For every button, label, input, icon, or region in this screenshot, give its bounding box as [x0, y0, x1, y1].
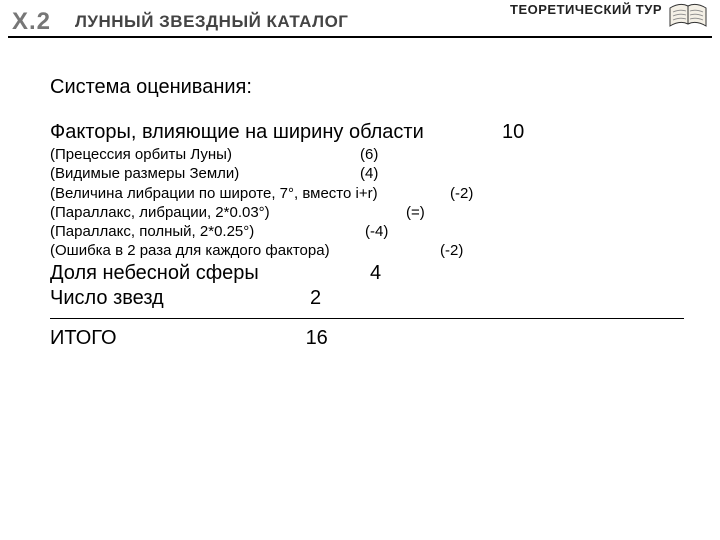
row-score: (6)	[360, 146, 378, 163]
row-score: (-4)	[365, 223, 388, 240]
row-label: Число звезд	[50, 287, 310, 310]
score-subrow: (Величина либрации по широте, 7°, вместо…	[50, 185, 684, 202]
total-label: ИТОГО	[50, 327, 300, 350]
score-subrow: (Параллакс, либрации, 2*0.03°)(=)	[50, 204, 684, 221]
score-subrow: (Ошибка в 2 раза для каждого фактора)(-2…	[50, 242, 684, 259]
total-score: 16	[306, 327, 328, 350]
problem-number: Х.2	[12, 8, 51, 36]
row-label: (Прецессия орбиты Луны)	[50, 146, 360, 163]
row-score: 10	[456, 121, 524, 144]
row-score: (-2)	[360, 242, 463, 259]
header-rule	[8, 36, 712, 38]
row-score: (-2)	[385, 185, 473, 202]
header: Х.2 ЛУННЫЙ ЗВЕЗДНЫЙ КАТАЛОГ ТЕОРЕТИЧЕСКИ…	[0, 0, 720, 48]
row-label: Факторы, влияющие на ширину области	[50, 121, 456, 144]
score-row: Факторы, влияющие на ширину области10	[50, 121, 684, 144]
score-subrow: (Параллакс, полный, 2*0.25°)(-4)	[50, 223, 684, 240]
tour-label: ТЕОРЕТИЧЕСКИЙ ТУР	[510, 2, 662, 17]
row-label: (Ошибка в 2 раза для каждого фактора)	[50, 242, 360, 259]
row-label: (Параллакс, полный, 2*0.25°)	[50, 223, 365, 240]
row-score: 2	[310, 287, 321, 310]
scoring-rows: Факторы, влияющие на ширину области10 (Пр…	[50, 121, 684, 310]
score-subrow: (Видимые размеры Земли)(4)	[50, 165, 684, 182]
row-score: (=)	[382, 204, 425, 221]
score-subrow: (Прецессия орбиты Луны)(6)	[50, 146, 684, 163]
book-icon	[666, 0, 710, 37]
row-score: (4)	[360, 165, 378, 182]
total-row: ИТОГО 16	[0, 323, 720, 350]
score-row: Доля небесной сферы4	[50, 262, 684, 285]
row-score: 4	[370, 262, 381, 285]
row-label: (Параллакс, либрации, 2*0.03°)	[50, 204, 382, 221]
document-title: ЛУННЫЙ ЗВЕЗДНЫЙ КАТАЛОГ	[75, 12, 348, 32]
total-rule	[50, 318, 684, 319]
row-label: (Величина либрации по широте, 7°, вместо…	[50, 185, 385, 202]
row-label: Доля небесной сферы	[50, 262, 370, 285]
score-row: Число звезд2	[50, 287, 684, 310]
content: Система оценивания: Факторы, влияющие на…	[0, 48, 720, 310]
row-label: (Видимые размеры Земли)	[50, 165, 360, 182]
grading-title: Система оценивания:	[50, 76, 684, 99]
